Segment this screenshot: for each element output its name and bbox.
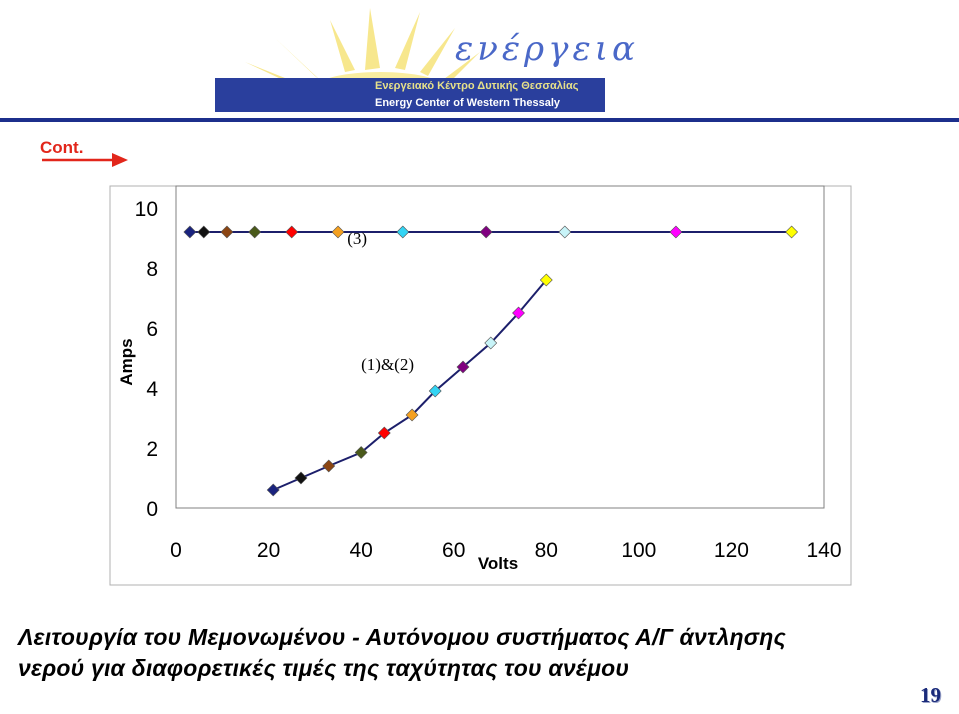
series-layer xyxy=(183,225,799,497)
data-point xyxy=(294,471,308,485)
data-point xyxy=(484,336,498,350)
data-point xyxy=(539,273,553,287)
header: ενέργεια Ενεργειακό Κέντρο Δυτικής Θεσσα… xyxy=(0,0,959,124)
data-point xyxy=(669,225,683,239)
data-point xyxy=(183,225,197,239)
x-axis: 0 20 40 60 80 100 120 140 xyxy=(170,539,841,562)
data-point xyxy=(248,225,262,239)
x-tick-label: 140 xyxy=(806,539,841,562)
annotation-layer: (3) (1)&(2) xyxy=(347,229,414,374)
x-tick-label: 80 xyxy=(535,539,558,562)
data-point xyxy=(558,225,572,239)
chart-annotation: (3) xyxy=(347,229,367,248)
data-point xyxy=(354,446,368,459)
data-point xyxy=(285,225,299,239)
x-tick-label: 20 xyxy=(257,539,280,562)
org-name-english: Energy Center of Western Thessaly xyxy=(215,95,605,112)
x-tick-label: 100 xyxy=(621,539,656,562)
logo-word: ενέργεια xyxy=(455,29,639,69)
data-point xyxy=(479,225,493,239)
data-point xyxy=(197,225,211,239)
x-tick-label: 0 xyxy=(170,539,182,562)
y-tick-label: 2 xyxy=(146,438,158,461)
x-axis-label: Volts xyxy=(478,554,518,573)
y-tick-label: 8 xyxy=(146,258,158,281)
y-tick-label: 0 xyxy=(146,498,158,521)
data-point xyxy=(785,225,799,239)
y-tick-label: 4 xyxy=(146,378,158,401)
arrow-right-icon xyxy=(42,153,128,167)
caption-line-2: νερού για διαφορετικές τιμές της ταχύτητ… xyxy=(18,655,630,681)
header-divider xyxy=(0,118,959,122)
y-axis-label: Amps xyxy=(117,338,136,385)
plot-area xyxy=(175,185,825,509)
x-tick-label: 40 xyxy=(349,539,372,562)
data-point xyxy=(322,459,336,473)
caption-line-1: Λειτουργία του Μεμονωμένου - Αυτόνομου σ… xyxy=(18,624,786,650)
data-point xyxy=(377,426,391,440)
data-point xyxy=(331,225,345,239)
data-point xyxy=(405,408,419,422)
y-tick-label: 10 xyxy=(135,198,158,221)
data-point xyxy=(220,225,234,239)
data-point xyxy=(428,384,442,398)
x-tick-label: 60 xyxy=(442,539,465,562)
page-number: 19 xyxy=(920,683,941,707)
data-point xyxy=(396,225,410,239)
y-axis: 0 2 4 6 8 10 xyxy=(135,198,159,521)
chart-annotation: (1)&(2) xyxy=(361,355,414,374)
org-name-greek: Ενεργειακό Κέντρο Δυτικής Θεσσαλίας xyxy=(215,78,605,95)
data-point xyxy=(512,306,525,320)
data-point xyxy=(456,360,470,374)
data-point xyxy=(266,483,280,497)
x-tick-label: 120 xyxy=(714,539,749,562)
y-tick-label: 6 xyxy=(146,318,158,341)
cont-label: Cont. xyxy=(40,138,84,157)
